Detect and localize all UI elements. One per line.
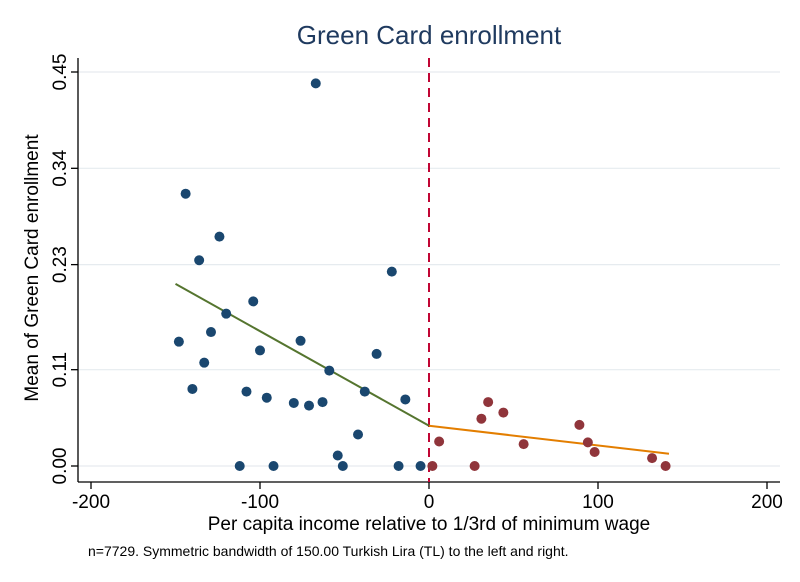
- y-axis-label: Mean of Green Card enrollment: [22, 134, 43, 402]
- fit-line-right: [428, 424, 670, 455]
- data-point-right: [469, 461, 480, 471]
- data-point-left: [324, 365, 335, 376]
- chart-title: Green Card enrollment: [297, 20, 562, 50]
- data-point-right: [574, 419, 585, 430]
- data-point-left: [415, 461, 426, 471]
- data-point-left: [400, 394, 411, 405]
- data-point-left: [248, 296, 259, 307]
- x-tick-label: -200: [72, 492, 110, 513]
- data-points: [173, 78, 671, 471]
- data-point-left: [393, 461, 404, 471]
- data-point-left: [359, 386, 370, 397]
- data-point-left: [295, 335, 306, 346]
- x-ticks: -200 -100 0 100 200: [72, 482, 783, 513]
- y-ticks: 0.00 0.11 0.23 0.34 0.45: [50, 54, 78, 485]
- data-point-right: [427, 461, 438, 471]
- data-point-right: [434, 436, 445, 447]
- x-tick-label: 100: [582, 492, 614, 513]
- data-point-left: [241, 386, 252, 397]
- data-point-left: [310, 78, 321, 89]
- data-point-left: [261, 392, 272, 403]
- data-point-right: [518, 439, 529, 450]
- data-point-left: [221, 308, 232, 319]
- y-tick-label: 0.00: [50, 448, 71, 485]
- data-point-left: [199, 357, 210, 368]
- fit-lines: [175, 283, 670, 455]
- data-point-left: [332, 450, 343, 461]
- data-point-left: [173, 336, 184, 347]
- data-point-left: [371, 348, 382, 359]
- data-point-left: [187, 383, 198, 394]
- fit-line-left: [175, 283, 430, 427]
- data-point-right: [647, 453, 658, 464]
- data-point-right: [582, 437, 593, 448]
- data-point-left: [317, 397, 328, 408]
- x-axis-label: Per capita income relative to 1/3rd of m…: [208, 514, 650, 535]
- data-point-left: [194, 255, 205, 266]
- data-point-left: [234, 461, 245, 471]
- data-point-left: [205, 327, 216, 338]
- data-point-left: [353, 429, 364, 440]
- y-tick-label: 0.11: [50, 352, 71, 388]
- y-tick-label: 0.34: [50, 149, 71, 186]
- footnote: n=7729. Symmetric bandwidth of 150.00 Tu…: [88, 543, 569, 559]
- y-tick-label: 0.45: [50, 54, 71, 91]
- data-point-right: [498, 407, 509, 418]
- data-point-left: [304, 400, 315, 411]
- data-point-left: [268, 461, 279, 471]
- x-tick-label: 0: [424, 492, 435, 513]
- data-point-right: [589, 446, 600, 457]
- x-tick-label: 200: [751, 492, 783, 513]
- data-point-left: [337, 461, 348, 471]
- y-tick-label: 0.23: [50, 246, 71, 283]
- data-point-right: [660, 461, 671, 471]
- data-point-left: [386, 266, 397, 277]
- data-point-left: [255, 345, 265, 356]
- data-point-left: [288, 397, 299, 408]
- data-point-left: [180, 188, 191, 199]
- data-point-right: [476, 413, 487, 424]
- data-point-left: [214, 231, 225, 242]
- data-point-right: [483, 397, 494, 408]
- x-tick-label: -100: [241, 492, 279, 513]
